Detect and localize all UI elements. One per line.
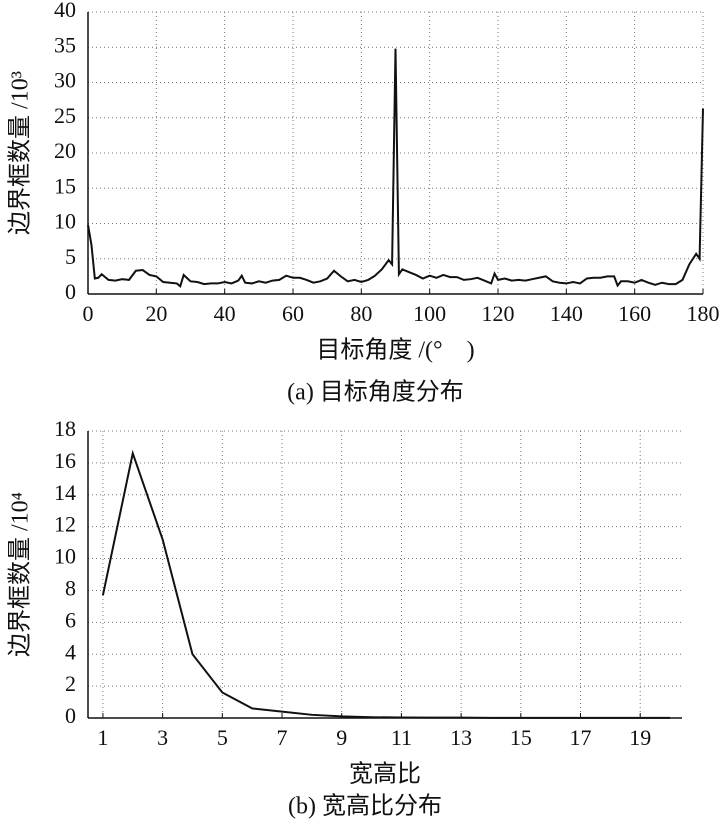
y-tick-label: 35 [54,32,76,57]
x-tick-label: 40 [214,301,236,326]
y-tick-label: 2 [65,671,76,696]
x-tick-label: 11 [391,725,412,750]
x-tick-label: 1 [97,725,108,750]
caption: (a) 目标角度分布 [287,379,464,406]
x-tick-label: 15 [510,725,532,750]
y-tick-label: 4 [65,639,76,664]
y-tick-label: 25 [54,103,76,128]
x-axis-label: 宽高比 [349,761,421,788]
y-tick-label: 10 [54,544,76,569]
y-tick-label: 30 [54,68,76,93]
x-tick-label: 100 [413,301,446,326]
y-tick-label: 15 [54,173,76,198]
y-tick-label: 8 [65,575,76,600]
y-tick-label: 0 [65,279,76,304]
x-tick-label: 9 [336,725,347,750]
x-tick-label: 13 [450,725,472,750]
x-tick-label: 20 [145,301,167,326]
x-tick-label: 160 [618,301,651,326]
x-axis-label: 目标角度 /(° ) [316,337,474,364]
data-line [87,48,704,288]
y-tick-label: 14 [54,480,76,505]
y-tick-label: 0 [65,703,76,728]
x-tick-label: 60 [282,301,304,326]
y-tick-label: 6 [65,607,76,632]
y-axis-label: 边界框数量 /10⁴ [7,492,34,657]
y-tick-label: 16 [54,448,76,473]
x-tick-label: 3 [157,725,168,750]
x-tick-label: 120 [482,301,515,326]
x-tick-label: 0 [83,301,94,326]
data-line [101,449,671,719]
x-tick-label: 180 [687,301,720,326]
y-axis-label: 边界框数量 /10³ [7,71,34,235]
y-tick-label: 12 [54,512,76,537]
x-tick-label: 19 [629,725,651,750]
y-tick-label: 10 [54,209,76,234]
x-tick-label: 7 [277,725,288,750]
y-tick-label: 5 [65,244,76,269]
x-tick-label: 17 [570,725,592,750]
x-tick-label: 140 [550,301,583,326]
y-tick-label: 40 [54,0,76,22]
x-tick-label: 5 [217,725,228,750]
x-tick-label: 80 [350,301,372,326]
caption: (b) 宽高比分布 [288,793,442,820]
y-tick-label: 18 [54,416,76,441]
y-tick-label: 20 [54,138,76,163]
